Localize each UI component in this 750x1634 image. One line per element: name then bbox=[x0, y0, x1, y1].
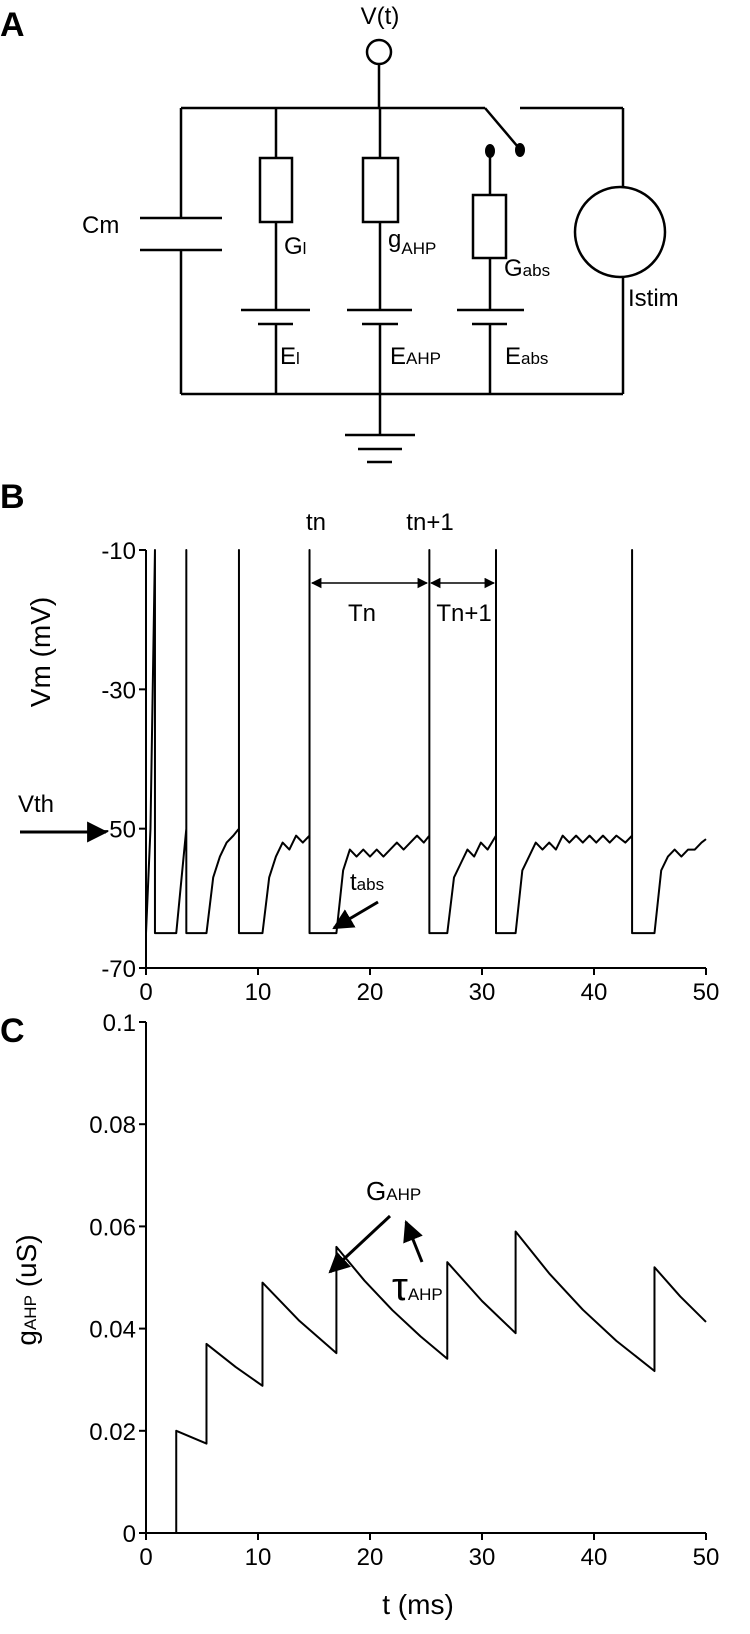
resistor bbox=[361, 156, 400, 224]
trace bbox=[145, 549, 707, 935]
switch-contact bbox=[515, 143, 525, 157]
voltage-node bbox=[365, 38, 393, 66]
label-sub: abs bbox=[357, 875, 384, 894]
panel-label: C bbox=[0, 1012, 25, 1050]
leak-reversal-label: El bbox=[280, 343, 300, 370]
x-tick-label: 30 bbox=[469, 979, 496, 1006]
label-sub: AHP bbox=[408, 1285, 443, 1304]
y-tick-label: 0.06 bbox=[89, 1214, 136, 1241]
capacitance-label: Cm bbox=[82, 212, 119, 239]
circuit: A V(t) Cm Gl El gAHP EAHP Gabs Eabs Isti… bbox=[0, 3, 679, 464]
leak-conductance-label: Gl bbox=[284, 233, 306, 260]
panel-label: B bbox=[0, 478, 25, 516]
label-base: g bbox=[388, 226, 401, 253]
x-tick-label: 30 bbox=[469, 1544, 496, 1571]
y-tick-label: 0.04 bbox=[89, 1317, 136, 1344]
annotation: τAHP bbox=[392, 1265, 443, 1309]
annotation: tn+1 bbox=[406, 509, 453, 536]
leak-branch bbox=[241, 108, 310, 394]
current-source bbox=[573, 185, 667, 279]
y-tick-label: 0.02 bbox=[89, 1419, 136, 1446]
label-rest: (uS) bbox=[11, 1234, 42, 1295]
x-axis-label: t (ms) bbox=[382, 1589, 454, 1620]
resistor bbox=[258, 156, 294, 224]
y-tick-label: -10 bbox=[101, 538, 136, 565]
y-tick-label: -30 bbox=[101, 677, 136, 704]
annotation: tn bbox=[306, 509, 326, 536]
y-tick-label: 0 bbox=[123, 1521, 136, 1548]
abs-conductance-label: Gabs bbox=[504, 255, 550, 282]
voltage-label: V(t) bbox=[361, 3, 400, 30]
x-tick-label: 10 bbox=[245, 979, 272, 1006]
switch-contact bbox=[485, 144, 495, 158]
y-tick-label: -70 bbox=[101, 956, 136, 983]
label-sub: AHP bbox=[401, 239, 436, 258]
panel-label: A bbox=[0, 6, 25, 44]
label-base: G bbox=[504, 255, 523, 282]
trace bbox=[146, 1230, 707, 1534]
x-tick-label: 50 bbox=[693, 979, 720, 1006]
voltage-chart: B Vm (mV) tn tn+1 Tn Tn+1 Vth tabs -10 -3… bbox=[0, 478, 719, 1006]
y-axis-label: Vm (mV) bbox=[25, 597, 56, 707]
ground bbox=[345, 433, 415, 464]
x-tick-label: 0 bbox=[139, 979, 152, 1006]
label-base: t bbox=[350, 869, 357, 896]
x-tick-label: 50 bbox=[693, 1544, 720, 1571]
conductance-chart: C gAHP (uS) t (ms) GAHP τAHP 00.020.040.… bbox=[0, 1010, 719, 1620]
label-sub: abs bbox=[521, 349, 548, 368]
label-sub: l bbox=[303, 239, 307, 258]
annotation: Tn bbox=[348, 600, 376, 627]
annotation: tabs bbox=[350, 869, 384, 896]
y-tick-label: -50 bbox=[101, 817, 136, 844]
label-sub: abs bbox=[523, 261, 550, 280]
x-tick-label: 40 bbox=[581, 979, 608, 1006]
x-tick-label: 0 bbox=[139, 1544, 152, 1571]
y-axis-label: gAHP (uS) bbox=[11, 1234, 42, 1345]
label-base: G bbox=[284, 233, 303, 260]
label-sub: AHP bbox=[21, 1295, 40, 1330]
decay-arrow bbox=[403, 1220, 424, 1263]
x-tick-label: 40 bbox=[581, 1544, 608, 1571]
annotation: Vth bbox=[18, 791, 54, 818]
stimulus-label: Istim bbox=[628, 285, 679, 312]
label-base: E bbox=[390, 343, 406, 370]
annotation: GAHP bbox=[366, 1176, 421, 1206]
x-tick-label: 10 bbox=[245, 1544, 272, 1571]
refractory-arrow bbox=[332, 900, 379, 930]
x-tick-label: 20 bbox=[357, 1544, 384, 1571]
wires bbox=[181, 64, 623, 396]
label-base: E bbox=[505, 343, 521, 370]
abs-branch bbox=[457, 107, 524, 394]
capacitor bbox=[140, 108, 222, 394]
label-base: G bbox=[366, 1176, 386, 1206]
y-tick-label: 0.1 bbox=[103, 1010, 136, 1037]
annotation: Tn+1 bbox=[436, 600, 491, 627]
peak-arrow bbox=[328, 1214, 392, 1274]
x-tick-label: 20 bbox=[357, 979, 384, 1006]
ahp-reversal-label: EAHP bbox=[390, 343, 441, 370]
y-tick-label: 0.08 bbox=[89, 1112, 136, 1139]
label-sub: AHP bbox=[386, 1185, 421, 1204]
label-sub: l bbox=[296, 349, 300, 368]
ahp-branch bbox=[347, 108, 412, 435]
label-base: g bbox=[11, 1330, 42, 1346]
label-sub: AHP bbox=[406, 349, 441, 368]
resistor bbox=[471, 193, 508, 260]
label-base: τ bbox=[392, 1265, 408, 1309]
ahp-conductance-label: gAHP bbox=[388, 226, 436, 258]
label-base: E bbox=[280, 343, 296, 370]
abs-reversal-label: Eabs bbox=[505, 343, 548, 370]
